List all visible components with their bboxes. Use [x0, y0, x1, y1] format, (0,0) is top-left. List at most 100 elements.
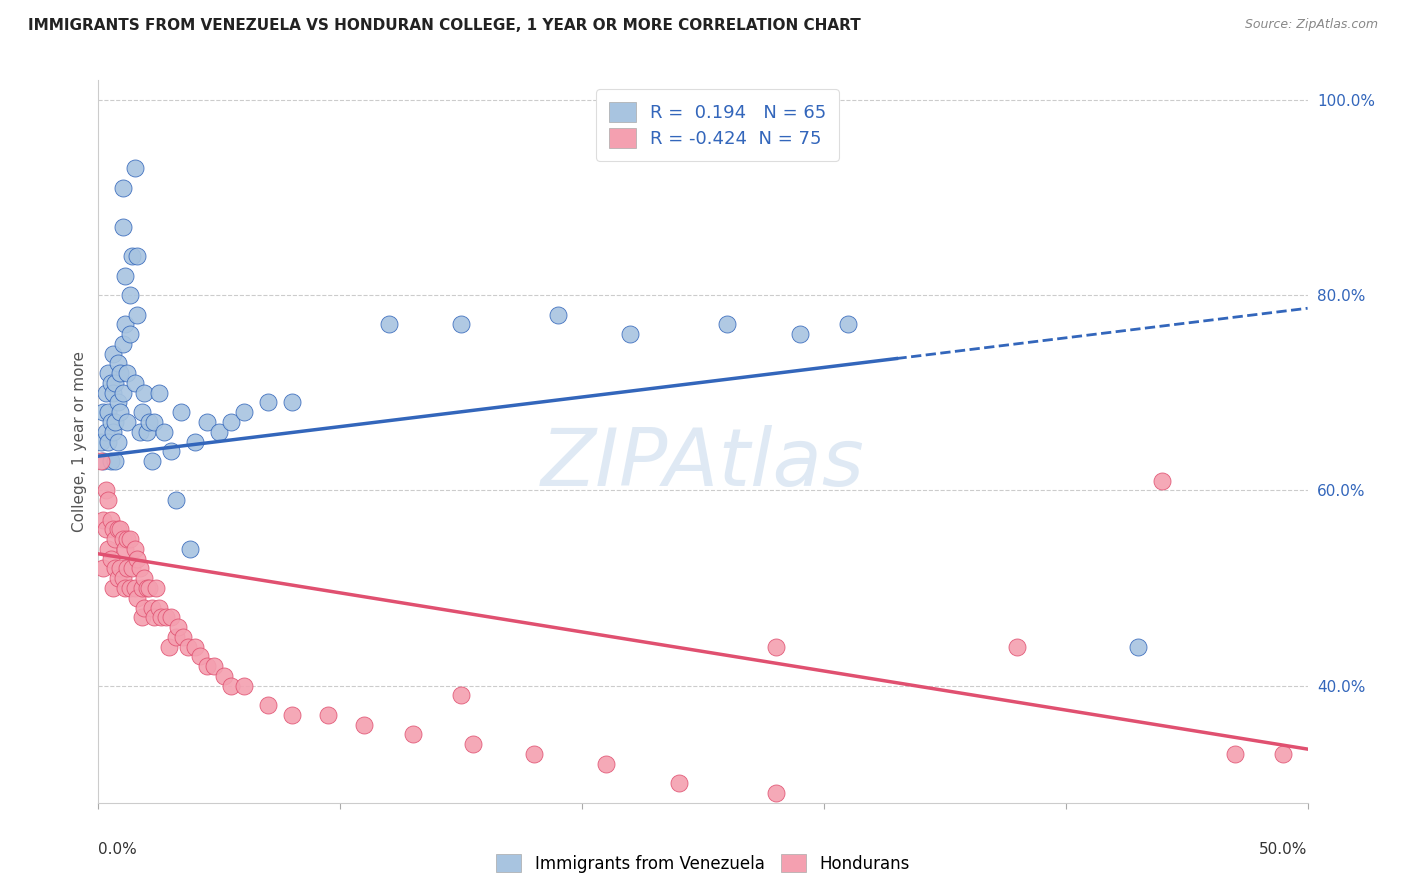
- Point: [97, 405, 120, 419]
- Point: [97, 541, 120, 556]
- Point: [169, 405, 191, 419]
- Legend: R =  0.194   N = 65, R = -0.424  N = 75: R = 0.194 N = 65, R = -0.424 N = 75: [596, 89, 839, 161]
- Point: [117, 532, 139, 546]
- Point: [167, 620, 190, 634]
- Point: [118, 581, 141, 595]
- Point: [131, 405, 153, 419]
- Point: [118, 288, 141, 302]
- Point: [1223, 747, 1246, 761]
- Point: [523, 747, 546, 761]
- Point: [127, 249, 149, 263]
- Point: [316, 707, 339, 722]
- Point: [104, 415, 127, 429]
- Point: [135, 425, 157, 439]
- Point: [111, 337, 134, 351]
- Point: [165, 493, 187, 508]
- Point: [1128, 640, 1150, 654]
- Point: [90, 454, 112, 468]
- Point: [184, 434, 207, 449]
- Point: [124, 541, 146, 556]
- Point: [111, 385, 134, 400]
- Point: [1054, 825, 1077, 839]
- Point: [160, 444, 183, 458]
- Point: [184, 640, 207, 654]
- Point: [97, 493, 120, 508]
- Point: [97, 366, 120, 380]
- Point: [619, 327, 641, 342]
- Point: [138, 415, 160, 429]
- Point: [108, 366, 131, 380]
- Point: [195, 659, 218, 673]
- Point: [94, 523, 117, 537]
- Point: [141, 600, 163, 615]
- Point: [108, 561, 131, 575]
- Point: [101, 385, 124, 400]
- Point: [114, 581, 136, 595]
- Point: [1272, 747, 1295, 761]
- Point: [128, 561, 150, 575]
- Point: [765, 640, 787, 654]
- Point: [232, 405, 254, 419]
- Point: [101, 581, 124, 595]
- Point: [155, 610, 177, 624]
- Point: [104, 454, 127, 468]
- Point: [221, 679, 243, 693]
- Point: [221, 415, 243, 429]
- Point: [91, 454, 114, 468]
- Point: [121, 561, 143, 575]
- Point: [111, 180, 134, 194]
- Point: [789, 327, 811, 342]
- Point: [165, 630, 187, 644]
- Point: [131, 610, 153, 624]
- Point: [127, 551, 149, 566]
- Point: [377, 318, 399, 332]
- Point: [114, 541, 136, 556]
- Point: [91, 561, 114, 575]
- Point: [450, 689, 472, 703]
- Point: [143, 610, 166, 624]
- Point: [97, 434, 120, 449]
- Point: [101, 425, 124, 439]
- Point: [150, 610, 173, 624]
- Point: [117, 415, 139, 429]
- Point: [281, 707, 304, 722]
- Point: [114, 318, 136, 332]
- Point: [100, 415, 122, 429]
- Point: [91, 513, 114, 527]
- Point: [860, 805, 883, 820]
- Point: [134, 600, 156, 615]
- Point: [256, 395, 278, 409]
- Point: [160, 610, 183, 624]
- Point: [94, 385, 117, 400]
- Point: [148, 385, 170, 400]
- Point: [111, 571, 134, 585]
- Y-axis label: College, 1 year or more: College, 1 year or more: [72, 351, 87, 532]
- Point: [91, 405, 114, 419]
- Point: [107, 571, 129, 585]
- Point: [463, 737, 485, 751]
- Point: [837, 318, 859, 332]
- Point: [157, 640, 180, 654]
- Point: [90, 434, 112, 449]
- Point: [450, 318, 472, 332]
- Text: 50.0%: 50.0%: [1260, 842, 1308, 857]
- Point: [135, 581, 157, 595]
- Point: [152, 425, 174, 439]
- Point: [104, 532, 127, 546]
- Point: [117, 366, 139, 380]
- Point: [141, 454, 163, 468]
- Point: [256, 698, 278, 713]
- Point: [127, 591, 149, 605]
- Point: [595, 756, 617, 771]
- Legend: Immigrants from Venezuela, Hondurans: Immigrants from Venezuela, Hondurans: [489, 847, 917, 880]
- Point: [104, 376, 127, 390]
- Point: [124, 376, 146, 390]
- Point: [281, 395, 304, 409]
- Point: [134, 385, 156, 400]
- Point: [1152, 474, 1174, 488]
- Point: [118, 327, 141, 342]
- Text: Source: ZipAtlas.com: Source: ZipAtlas.com: [1244, 18, 1378, 31]
- Point: [100, 454, 122, 468]
- Point: [124, 161, 146, 176]
- Point: [118, 532, 141, 546]
